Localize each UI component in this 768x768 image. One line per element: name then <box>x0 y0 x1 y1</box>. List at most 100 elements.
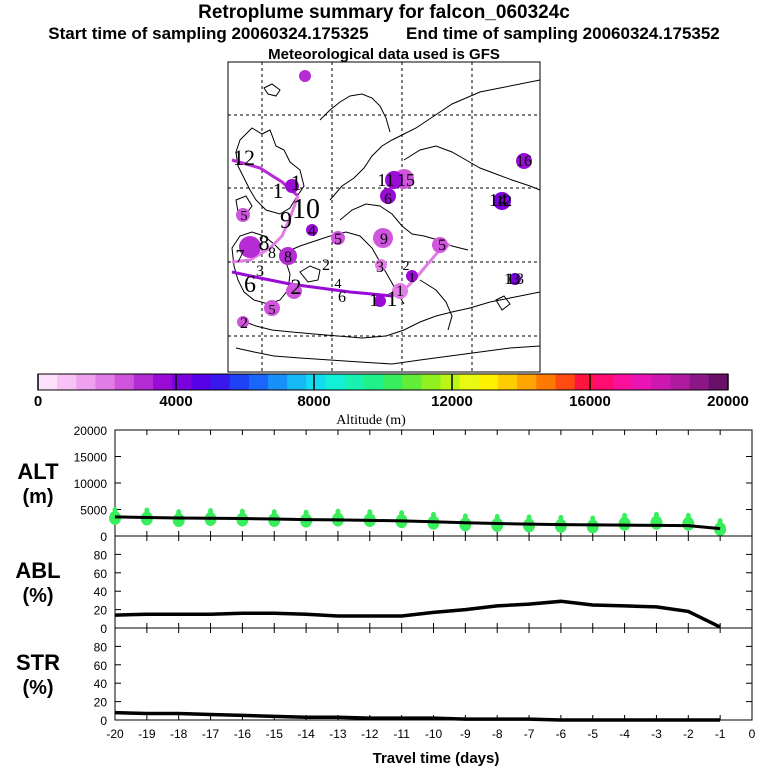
y-tick-label: 20 <box>94 696 108 710</box>
x-tick-label: -12 <box>361 727 379 741</box>
x-tick-label: -5 <box>587 727 598 741</box>
panel-alt: 0 5000 10000 15000 20000 ALT(m) <box>17 424 753 544</box>
alt-point-spread <box>653 511 659 518</box>
marker-day-11 <box>392 283 408 299</box>
day-label: 8 <box>268 245 276 262</box>
day-label: 6 <box>338 289 346 306</box>
day-label: 1 <box>409 271 416 286</box>
panel-frame <box>114 627 753 721</box>
abl-line <box>114 599 721 629</box>
colorbar-swatch <box>498 374 518 390</box>
alt-point <box>586 519 599 534</box>
x-axis-label: Travel time (days) <box>373 750 500 767</box>
colorbar-swatch <box>229 374 250 390</box>
colorbar-tick-label: 4000 <box>159 393 192 410</box>
colorbar-swatch <box>76 374 96 390</box>
day-label: 14 <box>489 190 507 210</box>
day-label: 8 <box>259 230 270 255</box>
colorbar-swatch <box>38 374 58 390</box>
colorbar-swatch <box>459 374 480 390</box>
chart-title: Retroplume summary for falcon_060324c <box>198 2 570 23</box>
colorbar-swatch <box>536 374 556 390</box>
alt-point <box>172 513 185 528</box>
colorbar-swatch <box>689 374 710 390</box>
colorbar-swatch <box>708 374 729 390</box>
y-axis-label: STR <box>16 650 60 675</box>
colorbar-swatch <box>191 374 211 390</box>
x-tick-label: -10 <box>425 727 443 741</box>
x-tick-label: -11 <box>393 727 410 741</box>
alt-point-spread <box>622 512 628 519</box>
time-series-panels: 05000100001500020000ALT(m)020406080ABL(%… <box>15 424 755 741</box>
x-tick-label: -14 <box>297 727 315 741</box>
x-tick-label: -13 <box>329 727 347 741</box>
x-tick-label: -9 <box>460 727 471 741</box>
day-label: 5 <box>241 209 248 224</box>
day-label: 11 <box>377 170 394 190</box>
colorbar-swatch <box>172 374 192 390</box>
marker-day-8 <box>279 247 297 265</box>
day-label: 5 <box>334 231 342 248</box>
day-label: 1 <box>506 271 514 288</box>
x-tick-label: -17 <box>202 727 220 741</box>
y-axis-unit: (%) <box>22 585 53 607</box>
day-label: 16 <box>516 153 532 170</box>
alt-point-spread <box>176 509 182 516</box>
colorbar-swatch <box>268 374 288 390</box>
y-tick-label: 80 <box>94 548 108 562</box>
x-tick-label: -18 <box>170 727 188 741</box>
x-tick-label: -1 <box>715 727 726 741</box>
y-tick-label: 60 <box>94 659 108 673</box>
marker-day-1 <box>374 295 386 307</box>
x-tick-label: -6 <box>556 727 567 741</box>
start-time-label: Start time of sampling 20060324.175325 <box>48 24 369 43</box>
colorbar-swatch <box>555 374 576 390</box>
y-tick-label: 15000 <box>74 451 108 465</box>
x-tick-label: 0 <box>749 727 756 741</box>
y-tick-label: 60 <box>94 567 108 581</box>
x-tick-label: -16 <box>234 727 252 741</box>
y-tick-label: 0 <box>100 622 107 636</box>
x-tick-label: -3 <box>651 727 662 741</box>
day-label: 4 <box>308 223 316 240</box>
alt-point-spread <box>717 518 723 525</box>
colorbar-tick-label: 16000 <box>569 393 611 410</box>
day-label: 13 <box>504 271 520 288</box>
colorbar-swatch <box>593 374 614 390</box>
marker-day-16 <box>516 153 532 169</box>
trajectory-markers <box>236 70 532 328</box>
day-label: 3 <box>256 263 264 280</box>
day-label: 5 <box>438 237 446 254</box>
day-label: 1 <box>273 178 284 203</box>
colorbar-swatch <box>478 374 499 390</box>
colorbar-swatch <box>210 374 231 390</box>
alt-point-spread <box>558 514 564 521</box>
marker-day-5 <box>236 208 250 222</box>
marker-day-5 <box>432 237 448 253</box>
alt-point-spread <box>303 509 309 516</box>
colorbar-swatch <box>133 374 154 390</box>
alt-point-spread <box>526 514 532 521</box>
marker-day-5 <box>264 300 280 316</box>
day-label: 9 <box>380 231 388 248</box>
y-axis-label: ABL <box>15 558 60 583</box>
day-label: 1 <box>387 286 398 311</box>
y-tick-label: 5000 <box>80 504 107 518</box>
day-label: 1 <box>291 170 302 195</box>
colorbar-swatch <box>613 374 633 390</box>
y-tick-label: 80 <box>94 640 108 654</box>
alt-point <box>714 522 727 537</box>
marker-day-5 <box>331 231 345 245</box>
colorbar-swatch <box>287 374 307 390</box>
colorbar-swatch <box>248 374 269 390</box>
alt-point-spread <box>399 510 405 517</box>
colorbar-swatch <box>383 374 403 390</box>
y-tick-label: 20000 <box>74 424 108 438</box>
marker-day-6 <box>380 188 396 204</box>
day-label: 2 <box>322 257 330 274</box>
alt-point-spread <box>208 508 214 515</box>
day-label: 3 <box>376 259 384 276</box>
